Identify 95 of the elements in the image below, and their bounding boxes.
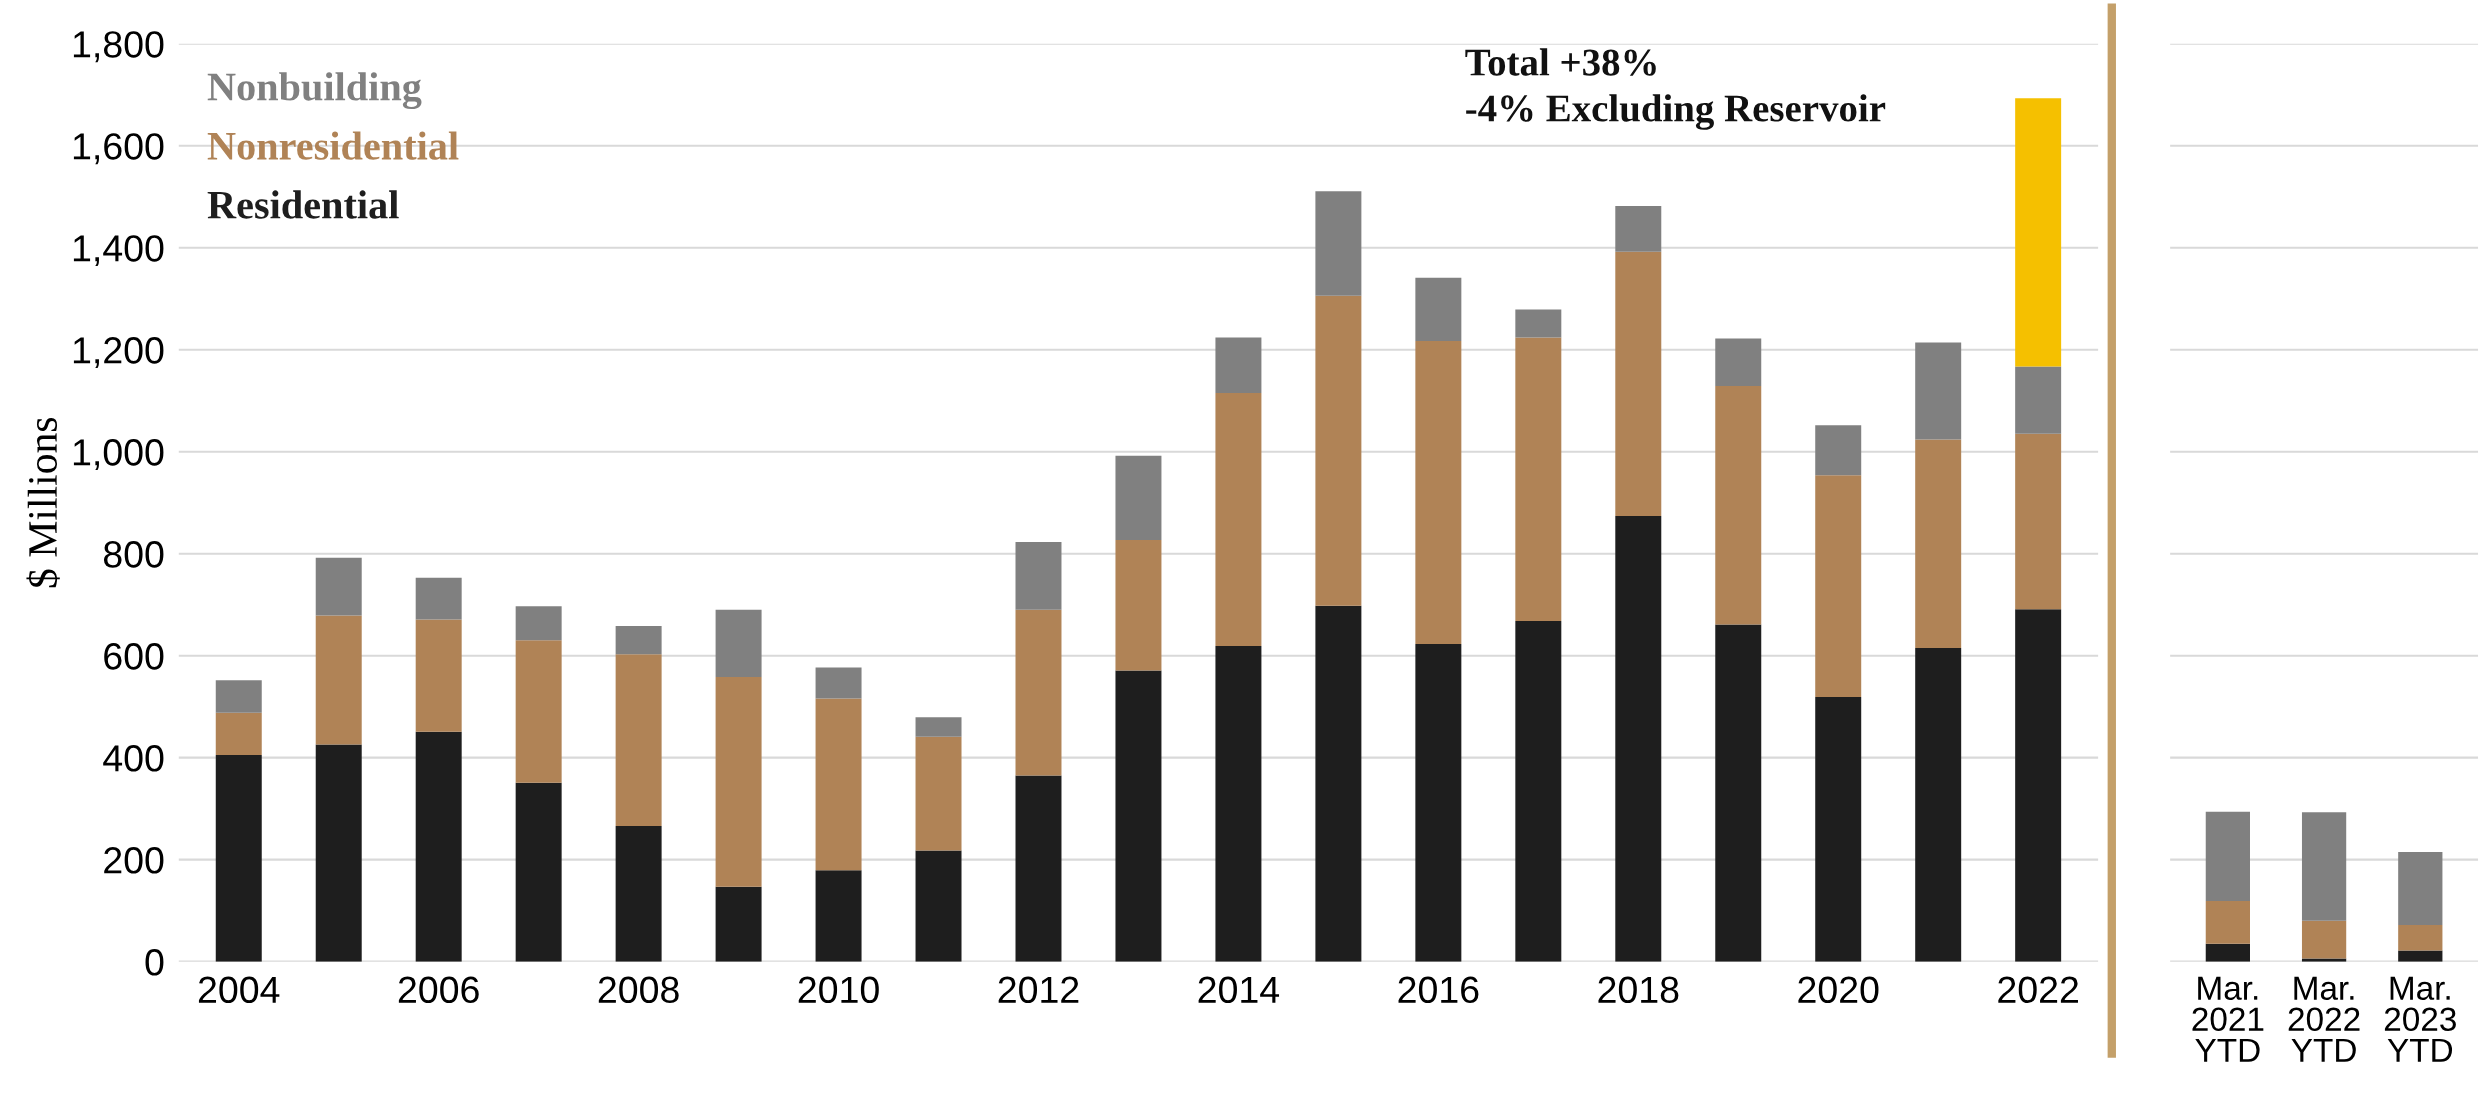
x-tick-label: 2008 (598, 976, 679, 1004)
annotation: -4% Excluding Reservoir (1466, 94, 1886, 130)
bar (815, 870, 862, 962)
bar (1215, 393, 1262, 646)
bar (1615, 205, 1662, 252)
bar (1715, 385, 1762, 625)
x-tick-label: 2022 (1998, 976, 2078, 1004)
bar (315, 557, 362, 616)
bar (1415, 341, 1462, 644)
bar (315, 615, 362, 745)
bar (615, 626, 662, 655)
bar (1115, 539, 1162, 671)
y-tick-label: 1,600 (73, 133, 164, 165)
y-tick-label: 600 (104, 643, 164, 670)
bar (715, 609, 762, 678)
bar (1815, 425, 1862, 476)
bar (2398, 851, 2443, 925)
bar (515, 782, 562, 962)
y-tick-label: 1,000 (73, 439, 164, 471)
bar (215, 680, 262, 713)
y-tick-label: 400 (103, 745, 164, 772)
bar (2205, 900, 2250, 944)
bar (915, 736, 962, 851)
bar (1715, 624, 1762, 962)
bar (415, 577, 462, 620)
bar (415, 731, 462, 962)
bar (2398, 950, 2443, 962)
bar (1415, 643, 1462, 962)
bar (515, 640, 562, 783)
x-tick-label: Mar. 2021 YTD (2192, 976, 2264, 1062)
bar (1715, 338, 1762, 386)
bar (1315, 295, 1362, 606)
bar (1615, 251, 1662, 516)
x-tick-label: Mar. 2023 YTD (2384, 976, 2456, 1062)
x-tick-label: 2006 (398, 976, 479, 1004)
bar (1515, 309, 1562, 338)
bar (1015, 609, 1062, 776)
text: Nonresidential (207, 131, 459, 160)
bar (1615, 515, 1662, 962)
bar (2015, 98, 2062, 367)
bar (1815, 475, 1862, 697)
bar (515, 606, 562, 641)
y-tick-label: 800 (103, 541, 164, 568)
bar (1115, 670, 1162, 962)
bar (2301, 920, 2347, 959)
bar (1015, 775, 1062, 962)
x-tick-label: 2012 (998, 976, 1079, 1004)
bar (2015, 366, 2062, 434)
bar (815, 667, 862, 699)
bar (615, 825, 662, 962)
x-tick-label: Mar. 2022 YTD (2288, 976, 2360, 1062)
x-tick-label: 2010 (798, 976, 879, 1004)
x-tick-label: 2004 (198, 976, 280, 1004)
bar (715, 677, 762, 887)
y-tick-label: 1,400 (73, 235, 164, 267)
bar (1515, 337, 1562, 621)
bar (415, 619, 462, 732)
y-axis-title: $ Millions (26, 417, 60, 588)
bar (915, 717, 962, 737)
x-tick-label: 2018 (1598, 976, 1679, 1004)
bar (315, 744, 362, 962)
text: Nonbuilding (207, 72, 422, 110)
bar (1915, 342, 1962, 440)
bar (1515, 621, 1562, 962)
text: Residential (207, 190, 399, 219)
bar (1215, 337, 1262, 394)
y-tick-label: 1,200 (73, 337, 164, 369)
bar (215, 712, 262, 756)
bar (915, 850, 962, 962)
bar (1815, 696, 1862, 962)
bar (2205, 943, 2250, 962)
y-tick-label: 1,800 (73, 31, 164, 63)
bar (2301, 812, 2347, 921)
bar (2015, 433, 2062, 610)
bar (2205, 811, 2250, 901)
x-tick-label: 2014 (1198, 976, 1280, 1004)
x-tick-label: 2020 (1798, 976, 1879, 1004)
bar (815, 698, 862, 871)
bar (1015, 541, 1062, 610)
bar (1115, 455, 1162, 540)
bar (715, 886, 762, 962)
bar (2015, 609, 2062, 962)
y-tick-label: 0 (145, 949, 164, 976)
bar (215, 755, 262, 962)
bar (1915, 439, 1962, 649)
bar (615, 654, 662, 826)
annotation: Total +38% (1465, 48, 1656, 76)
y-tick-label: 200 (104, 847, 164, 874)
bar (1915, 648, 1962, 962)
bar (1315, 605, 1362, 962)
x-tick-label: 2016 (1398, 976, 1479, 1004)
bar (1215, 645, 1262, 962)
bar (1415, 277, 1462, 342)
bar (2398, 924, 2443, 951)
bar (1315, 191, 1362, 296)
